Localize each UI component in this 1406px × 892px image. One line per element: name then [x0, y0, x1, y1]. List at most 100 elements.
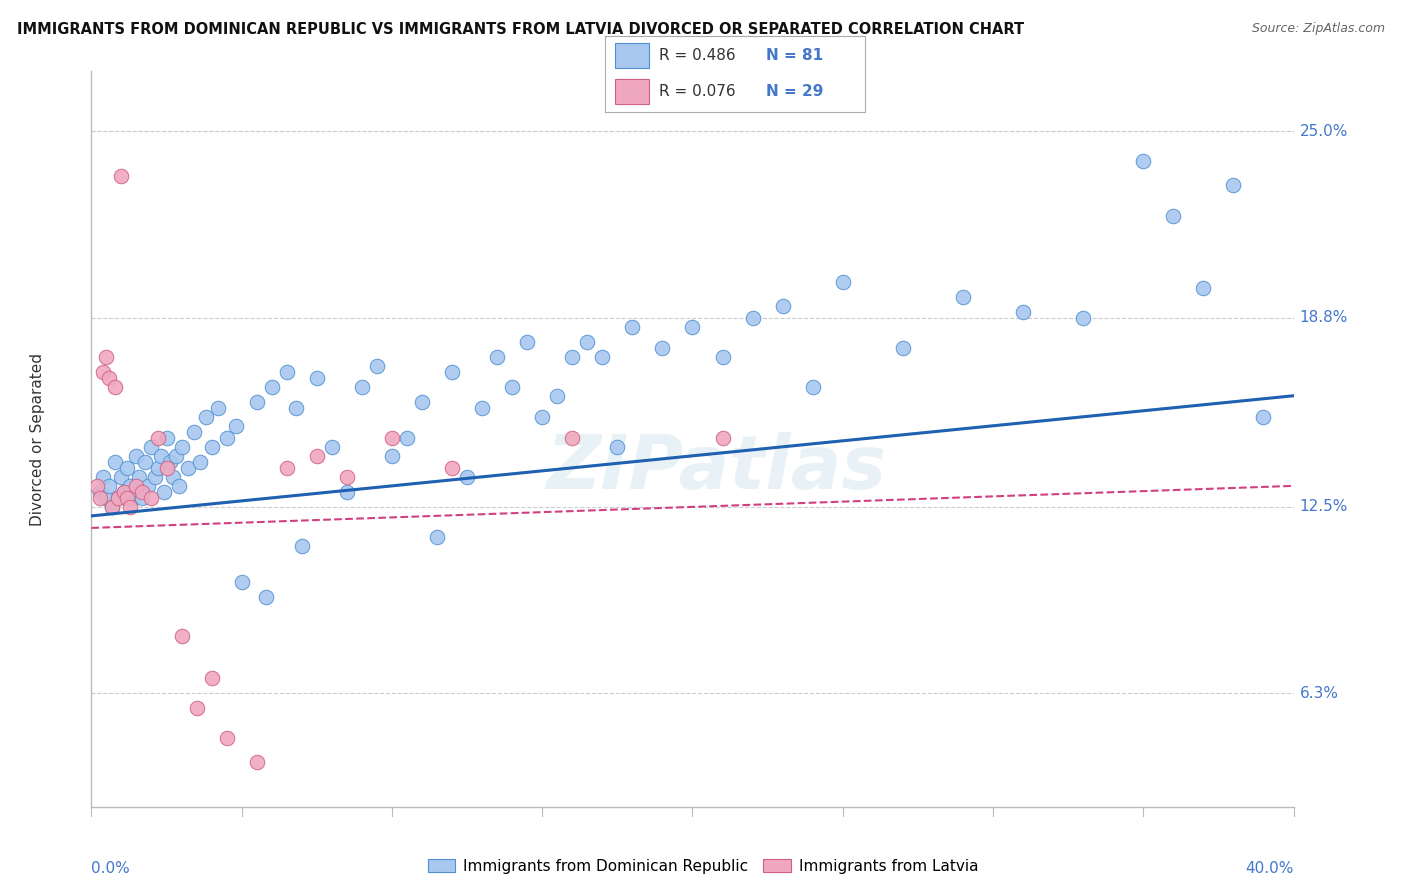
Point: [426, 530, 449, 544]
Point: [471, 401, 494, 415]
Point: [162, 470, 184, 484]
Point: [711, 431, 734, 445]
Point: [110, 169, 132, 184]
Text: Source: ZipAtlas.com: Source: ZipAtlas.com: [1251, 22, 1385, 36]
Text: 25.0%: 25.0%: [1299, 124, 1348, 139]
Point: [165, 449, 187, 463]
Point: [246, 394, 269, 409]
Point: [183, 425, 205, 439]
Point: [231, 574, 253, 589]
Point: [681, 319, 703, 334]
Point: [891, 341, 914, 355]
Point: [276, 460, 298, 475]
Point: [501, 380, 523, 394]
Point: [546, 389, 568, 403]
Text: N = 81: N = 81: [766, 48, 823, 63]
Text: 12.5%: 12.5%: [1299, 500, 1348, 515]
Point: [305, 370, 328, 384]
Point: [194, 409, 217, 424]
Point: [152, 484, 174, 499]
Point: [141, 440, 163, 454]
Point: [831, 275, 853, 289]
Text: 0.0%: 0.0%: [91, 862, 131, 876]
Point: [621, 319, 644, 334]
Point: [89, 491, 111, 505]
Bar: [614, 78, 648, 104]
Point: [89, 484, 111, 499]
Point: [101, 500, 124, 514]
Point: [143, 470, 166, 484]
Point: [440, 460, 463, 475]
Point: [155, 431, 177, 445]
Point: [117, 460, 139, 475]
Point: [381, 449, 404, 463]
Point: [561, 350, 583, 364]
Point: [159, 455, 181, 469]
Point: [125, 449, 148, 463]
Point: [134, 455, 156, 469]
Point: [141, 491, 163, 505]
Point: [155, 460, 177, 475]
Text: 6.3%: 6.3%: [1299, 686, 1339, 700]
Point: [291, 539, 314, 553]
Point: [1132, 154, 1154, 169]
Point: [486, 350, 509, 364]
Point: [1192, 280, 1215, 294]
Point: [411, 394, 433, 409]
Text: ZIPatlas: ZIPatlas: [547, 433, 887, 505]
Point: [741, 310, 763, 325]
Point: [284, 401, 307, 415]
Point: [96, 350, 118, 364]
Bar: [614, 44, 648, 69]
Text: R = 0.076: R = 0.076: [659, 84, 735, 98]
Point: [98, 479, 121, 493]
Point: [107, 491, 129, 505]
Point: [772, 299, 794, 313]
Point: [120, 500, 142, 514]
Point: [711, 350, 734, 364]
Point: [114, 484, 136, 499]
Point: [952, 290, 974, 304]
Point: [606, 440, 628, 454]
Point: [93, 470, 115, 484]
Point: [531, 409, 554, 424]
Point: [201, 671, 224, 685]
Point: [246, 755, 269, 769]
Point: [93, 365, 115, 379]
Point: [86, 479, 108, 493]
Point: [366, 359, 388, 373]
Point: [110, 470, 132, 484]
Point: [98, 370, 121, 384]
Point: [350, 380, 373, 394]
Point: [149, 449, 172, 463]
Point: [225, 418, 247, 433]
Point: [215, 731, 238, 746]
Text: R = 0.486: R = 0.486: [659, 48, 735, 63]
Point: [336, 484, 359, 499]
Point: [120, 479, 142, 493]
Point: [516, 334, 538, 349]
Point: [456, 470, 478, 484]
Point: [591, 350, 613, 364]
Point: [260, 380, 283, 394]
Point: [276, 365, 298, 379]
Point: [561, 431, 583, 445]
Point: [122, 491, 145, 505]
Point: [1253, 409, 1275, 424]
Point: [167, 479, 190, 493]
Point: [131, 491, 153, 505]
Point: [336, 470, 359, 484]
Point: [207, 401, 229, 415]
Point: [170, 440, 193, 454]
Point: [131, 484, 153, 499]
Text: Divorced or Separated: Divorced or Separated: [30, 353, 45, 525]
Point: [651, 341, 673, 355]
Point: [104, 455, 127, 469]
Text: N = 29: N = 29: [766, 84, 824, 98]
Point: [381, 431, 404, 445]
Point: [801, 380, 824, 394]
Point: [1071, 310, 1094, 325]
Point: [440, 365, 463, 379]
Point: [215, 431, 238, 445]
Point: [128, 470, 150, 484]
